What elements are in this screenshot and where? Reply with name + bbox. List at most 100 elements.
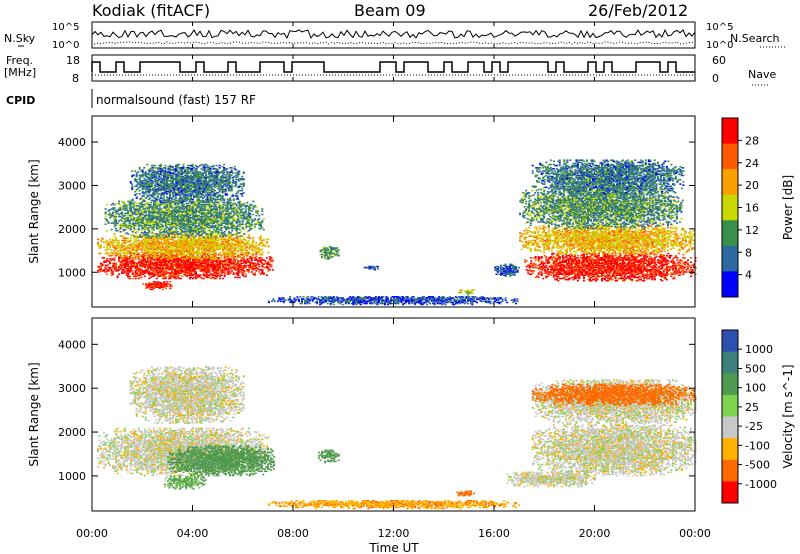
cell [219,266,222,269]
cell [220,262,223,265]
cell [216,275,219,278]
cell [130,252,133,255]
cell [121,262,124,265]
cell [140,229,143,232]
cell [241,272,244,274]
cell [132,174,135,177]
cell [113,259,116,261]
cell [210,264,213,267]
cell [213,266,216,269]
cell [246,261,249,263]
cell [119,257,122,259]
cell [161,244,164,246]
cell [146,272,149,274]
cell [106,270,109,272]
cell [113,249,116,252]
cell [234,256,237,258]
cell [148,241,151,244]
cell [151,240,154,243]
cell [228,270,231,272]
cell [142,244,145,246]
cell [175,267,178,270]
noise-series [91,28,696,45]
cell [204,270,207,272]
cell [113,269,116,271]
cell [143,272,146,274]
cell [187,272,190,274]
cell [202,269,205,271]
cell [106,229,109,232]
cell [250,257,253,259]
cell [186,267,189,270]
cell [148,245,151,247]
cell [175,265,178,268]
cell [112,246,115,248]
cell [241,273,244,275]
cell [127,265,130,268]
cell [137,171,140,173]
cell [199,265,202,268]
cell [155,271,158,273]
cell [158,248,161,250]
cell [142,273,145,275]
cell [195,274,198,276]
cell [232,262,235,265]
cell [142,253,145,256]
cell [175,259,178,261]
cell [240,231,243,233]
cell [169,258,172,260]
cell [214,260,217,262]
cell [152,256,155,258]
cell [135,178,138,181]
cell [229,260,232,262]
cell [148,266,151,269]
cell [146,250,149,253]
cell [139,254,142,257]
cell [172,260,175,262]
cell [142,264,145,267]
cell [101,257,104,259]
cell [125,208,128,210]
cell [149,238,152,241]
cell [179,258,182,260]
cell [112,258,115,260]
cell [152,264,155,267]
cell [158,237,161,240]
cell [223,257,226,259]
cell [231,266,234,269]
cell [140,264,143,267]
cell [125,251,128,254]
cell [219,203,222,206]
cell [193,269,196,271]
cell [148,264,151,267]
cell [183,273,186,275]
cell [258,263,261,266]
cell [199,269,202,271]
cell [247,270,250,272]
cell [175,261,178,263]
cell [179,267,182,270]
cell [247,234,250,236]
cell [128,260,131,262]
cell [122,259,125,261]
cell [235,262,238,265]
cell [265,274,268,276]
cell [219,265,222,268]
cell [97,238,100,241]
cell [140,265,143,268]
cell [161,247,164,249]
cell [184,267,187,270]
cell [152,252,155,255]
cell [175,235,178,237]
cell [190,271,193,273]
cell [187,266,190,269]
cell [130,263,133,266]
cell [110,258,113,260]
cell [140,273,143,275]
cell [184,265,187,268]
cell [136,266,139,269]
cell [202,260,205,262]
cell [201,257,204,259]
cell [130,249,133,252]
cell [166,265,169,268]
